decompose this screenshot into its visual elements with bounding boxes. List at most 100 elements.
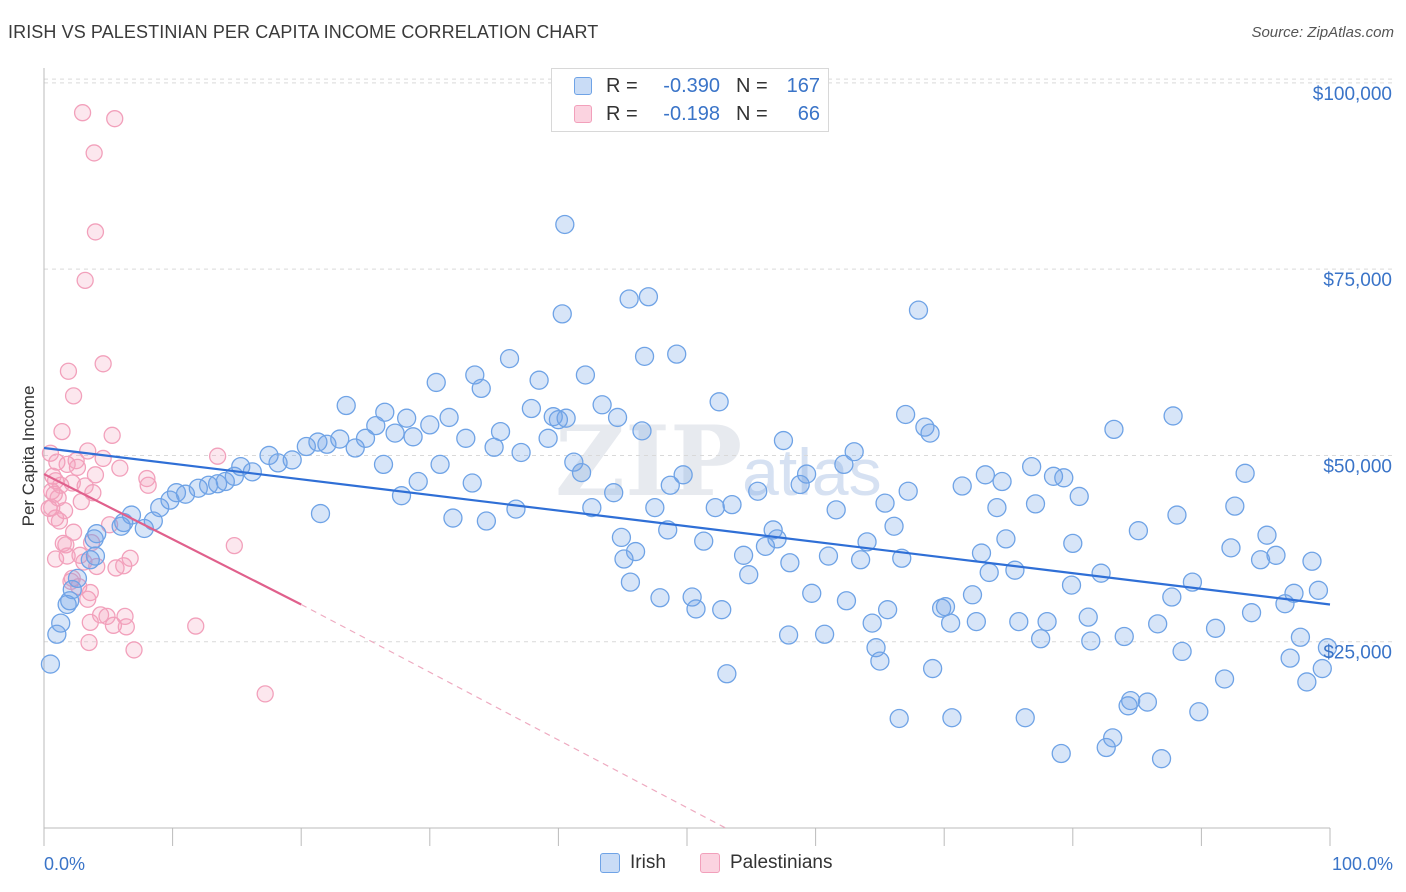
irish-point: [638, 287, 659, 307]
irish-point: [543, 407, 563, 427]
irish-point: [834, 454, 854, 475]
legend-row-palestinians: R = -0.198 N = 66: [552, 100, 820, 128]
y-tick-label: $100,000: [1313, 84, 1392, 105]
legend-item-irish[interactable]: Irish: [600, 852, 666, 874]
irish-point: [1317, 638, 1338, 658]
irish-point: [355, 428, 376, 448]
irish-point: [1063, 533, 1083, 554]
irish-point: [1189, 702, 1209, 722]
palestinians-point: [86, 223, 105, 241]
x-tick-label-right: 100.0%: [1332, 854, 1393, 874]
r-label: R =: [606, 74, 638, 97]
irish-point: [1308, 580, 1329, 600]
irish-point: [920, 423, 940, 443]
irish-point: [814, 624, 835, 644]
irish-point: [1051, 743, 1071, 764]
irish-point: [850, 550, 871, 570]
irish-point: [836, 591, 857, 611]
irish-point: [336, 395, 356, 416]
irish-point: [755, 536, 776, 557]
irish-point: [1225, 496, 1245, 516]
r-value: -0.198: [663, 102, 720, 125]
irish-trend-line: [43, 446, 1331, 606]
source-label: Source: ZipAtlas.com: [1251, 24, 1394, 41]
palestinians-point: [67, 452, 85, 470]
palestinians-point: [111, 459, 129, 477]
y-tick-label: $75,000: [1323, 270, 1392, 291]
palestinians-point: [106, 110, 124, 128]
palestinians-point: [58, 455, 76, 474]
irish-point: [712, 600, 732, 620]
n-value: 167: [786, 74, 820, 97]
irish-point: [908, 300, 929, 320]
legend-row-irish: R = -0.390 N = 167: [552, 72, 820, 100]
irish-point: [150, 497, 170, 518]
palestinians-point: [208, 447, 227, 465]
irish-swatch: [600, 853, 620, 873]
irish-point: [790, 474, 810, 495]
irish-point: [614, 549, 634, 569]
irish-point: [686, 599, 706, 619]
palestinians-point: [121, 549, 139, 567]
irish-point: [620, 572, 641, 592]
irish-point: [1214, 669, 1235, 689]
palestinians-point: [85, 144, 103, 162]
irish-point: [391, 486, 412, 506]
irish-point: [1241, 603, 1262, 623]
irish-point: [645, 497, 665, 518]
r-value: -0.390: [663, 74, 720, 97]
irish-point: [1302, 551, 1322, 571]
irish-point: [748, 481, 768, 501]
n-value: 66: [797, 102, 820, 125]
palestinians-swatch: [574, 105, 592, 123]
palestinians-point: [94, 355, 112, 373]
irish-point: [915, 417, 935, 437]
irish-point: [952, 476, 972, 496]
irish-swatch: [574, 77, 592, 95]
irish-point: [992, 471, 1012, 492]
irish-point: [987, 497, 1007, 518]
palestinians-point: [45, 485, 63, 503]
irish-point: [592, 395, 612, 415]
irish-point: [1235, 463, 1255, 483]
legend-item-palestinians[interactable]: Palestinians: [700, 852, 832, 874]
chart-title: IRISH VS PALESTINIAN PER CAPITA INCOME C…: [8, 22, 599, 42]
irish-point: [1162, 587, 1182, 607]
irish-point: [796, 464, 817, 484]
irish-point: [966, 611, 986, 632]
irish-point: [818, 546, 839, 566]
irish-point: [571, 462, 592, 483]
irish-point: [733, 545, 754, 565]
irish-point: [619, 289, 639, 309]
irish-point: [780, 553, 800, 573]
palestinians-point: [80, 633, 98, 652]
irish-point: [1137, 692, 1158, 712]
irish-point: [979, 562, 999, 583]
irish-point: [268, 453, 288, 473]
irish-point: [430, 454, 450, 475]
axes: [43, 68, 1331, 846]
palestinians-point: [81, 613, 99, 632]
irish-point: [1091, 563, 1111, 583]
irish-point: [1015, 708, 1035, 728]
irish-point: [632, 421, 652, 441]
palestinians-point: [64, 523, 83, 541]
irish-point: [694, 531, 714, 551]
irish-point: [40, 654, 61, 674]
irish-point: [62, 579, 82, 600]
palestinians-swatch: [700, 853, 720, 873]
irish-point: [1118, 696, 1138, 716]
irish-point: [898, 481, 918, 501]
irish-point: [80, 550, 100, 570]
palestinians-point: [64, 387, 83, 405]
irish-point: [1021, 456, 1042, 477]
irish-point: [1250, 550, 1271, 570]
irish-point: [366, 415, 386, 436]
r-label: R =: [606, 102, 638, 125]
irish-point: [1266, 545, 1286, 565]
palestinians-point: [50, 512, 69, 530]
palestinians-point: [43, 498, 61, 517]
irish-point: [85, 546, 106, 566]
irish-point: [1104, 419, 1124, 440]
irish-point: [705, 497, 725, 518]
